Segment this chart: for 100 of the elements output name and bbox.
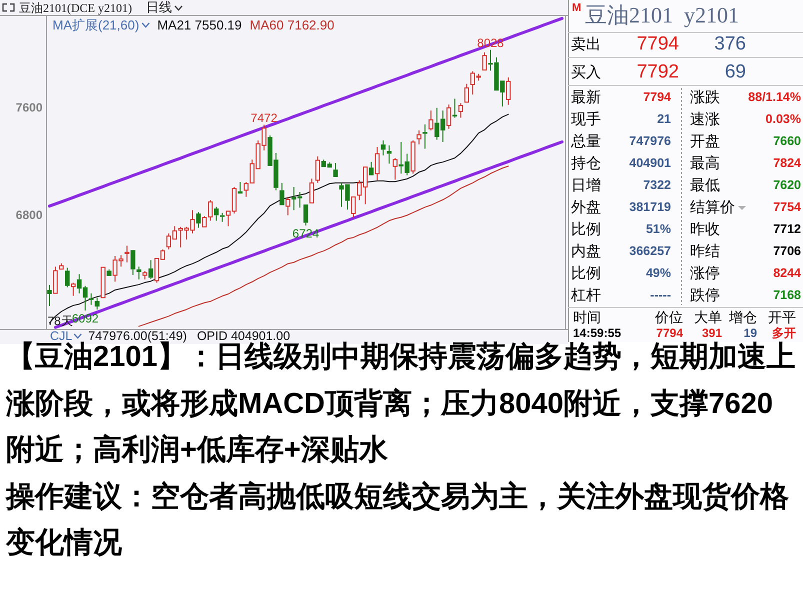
text: 376: [714, 34, 746, 54]
text: 8244: [773, 266, 802, 280]
candlestick: [70, 282, 76, 296]
text: 7794: [656, 326, 684, 340]
candlestick: [100, 266, 106, 298]
text: CJL: [50, 329, 72, 343]
candlestick: [333, 162, 338, 178]
text: 7322: [643, 178, 672, 192]
text: 价位: [654, 310, 683, 326]
text: 21: [657, 112, 672, 126]
text: 比例: [571, 220, 601, 238]
candlestick: [196, 212, 201, 228]
text: 操作建议：空仓者高抛低吸短线交易为主，关注外盘现货价格变化情况: [6, 480, 790, 561]
text: 7620: [773, 178, 802, 192]
text: 14:59:55: [573, 326, 622, 340]
text: 卖出: [571, 35, 601, 53]
text: 7660: [773, 134, 802, 148]
candlestick: [148, 260, 154, 280]
candlestick: [94, 297, 100, 310]
candlestick: [220, 212, 225, 222]
text: 内盘: [571, 242, 601, 260]
chart-subtitle: 日线: [146, 0, 172, 16]
chart-title: 豆油2101(DCE y2101): [19, 1, 132, 15]
text: 结算价: [690, 198, 735, 216]
text: MA21 7550.19: [157, 18, 242, 32]
text: 昨收: [690, 220, 720, 238]
candlestick: [214, 206, 219, 222]
text: 7794: [636, 34, 680, 54]
annotation: 7472: [250, 110, 278, 125]
candlestick: [428, 110, 434, 131]
y-tick-label: 6800: [16, 208, 43, 222]
candlestick: [88, 292, 94, 306]
text: 88/1.14%: [748, 90, 801, 104]
legend-title: MA扩展(21,60): [52, 18, 140, 32]
text: 366257: [629, 244, 672, 258]
text: 杠杆: [570, 286, 601, 304]
text: 747976.00(51:49): [88, 329, 187, 343]
candlestick: [303, 204, 308, 226]
line-series: [48, 16, 564, 208]
text: 昨结: [690, 242, 720, 260]
text: 增仓: [728, 310, 757, 326]
candlestick: [422, 124, 428, 150]
candlestick: [286, 196, 290, 216]
text: 391: [702, 326, 722, 340]
candlestick: [458, 102, 464, 118]
text: 涨停: [690, 264, 720, 282]
candlestick: [124, 245, 130, 263]
candlestick: [374, 146, 380, 181]
candlestick: [47, 284, 52, 306]
text: 持仓: [571, 154, 601, 172]
text: 49%: [646, 266, 671, 280]
text: 外盘: [571, 198, 601, 216]
candlestick: [452, 98, 458, 118]
text: MA60 7162.90: [250, 18, 334, 32]
text: 最高: [690, 154, 720, 172]
text: 时间: [573, 310, 601, 326]
text: -----: [650, 288, 671, 302]
text: 381719: [629, 200, 672, 214]
text: 7712: [773, 222, 802, 236]
text: 多开: [772, 326, 796, 340]
candlestick: [392, 158, 398, 180]
candlestick: [65, 267, 70, 288]
candlestick: [506, 76, 511, 106]
text: M: [572, 2, 582, 14]
text: 跌停: [690, 286, 720, 304]
text: 7794: [643, 90, 672, 104]
candlestick: [368, 161, 374, 176]
text: 开盘: [690, 132, 720, 150]
text: 买入: [571, 63, 601, 81]
text: 比例: [571, 264, 601, 282]
text: 速涨: [690, 110, 720, 128]
candlestick: [380, 140, 386, 156]
text: 最低: [690, 176, 720, 194]
text: 总量: [570, 132, 601, 150]
text: 747976: [629, 134, 672, 148]
text: 大单: [694, 310, 722, 326]
text: 现手: [571, 110, 601, 128]
text: 0.03%: [766, 112, 801, 126]
text: 7754: [773, 200, 802, 214]
text: OPID 404901.00: [196, 329, 290, 343]
text: 涨跌: [690, 88, 720, 106]
candlestick: [416, 130, 422, 145]
candlestick: [130, 250, 136, 276]
candlestick: [280, 182, 284, 206]
text: 7168: [773, 288, 802, 302]
line-series: [138, 166, 509, 327]
text: 19: [744, 326, 758, 340]
text: 7792: [636, 62, 679, 82]
text: 404901: [629, 156, 672, 170]
y-tick-label: 7600: [16, 100, 43, 115]
text: 最新: [571, 88, 601, 106]
text: 7706: [773, 244, 802, 258]
text: 豆油2101 y2101: [585, 2, 739, 28]
text: 日增: [571, 176, 601, 194]
candlestick: [315, 156, 320, 184]
text: 开平: [768, 310, 796, 326]
candlestick: [309, 178, 314, 204]
text: 69: [724, 62, 746, 82]
text: 51%: [646, 222, 671, 236]
text: 7824: [773, 156, 802, 170]
